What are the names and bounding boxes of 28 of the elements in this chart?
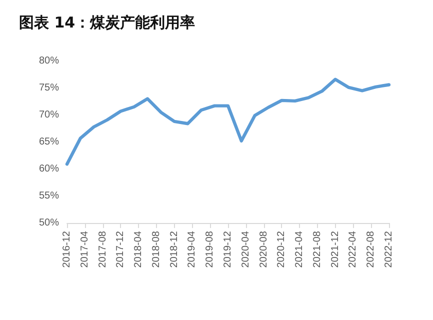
x-tick-label: 2019-08 [204, 230, 216, 268]
y-tick-label: 50% [38, 218, 60, 228]
x-tick-label: 2020-04 [240, 230, 252, 268]
x-tick-label: 2021-12 [330, 230, 341, 268]
x-tick-label: 2021-08 [312, 230, 323, 268]
x-tick-label: 2017-04 [79, 230, 90, 268]
x-tick-label: 2018-12 [168, 230, 180, 268]
x-tick-label: 2016-12 [62, 230, 72, 268]
y-tick-label: 75% [38, 82, 60, 94]
x-tick-label: 2017-08 [97, 230, 108, 268]
x-tick-label: 2017-12 [115, 230, 126, 268]
y-tick-label: 65% [38, 136, 60, 148]
x-tick-label: 2018-04 [133, 230, 144, 268]
y-tick-label: 70% [38, 110, 60, 120]
x-tick-label: 2019-04 [186, 230, 198, 268]
x-tick-label: 2018-08 [150, 230, 162, 268]
x-tick-label: 2020-08 [258, 230, 270, 268]
x-tick-label: 2021-04 [294, 230, 306, 268]
chart-title: 图表 14：煤炭产能利用率 [19, 14, 196, 32]
x-tick-label: 2020-12 [276, 230, 288, 268]
x-tick-label: 2022-04 [348, 230, 359, 268]
x-tick-label: 2022-08 [366, 230, 377, 268]
x-tick-label: 2019-12 [222, 230, 234, 268]
y-tick-label: 55% [38, 190, 60, 202]
line-series [65, 78, 391, 166]
x-tick-label: 2022-12 [384, 230, 394, 268]
y-tick-label: 60% [38, 164, 60, 174]
y-tick-label: 80% [38, 56, 60, 66]
